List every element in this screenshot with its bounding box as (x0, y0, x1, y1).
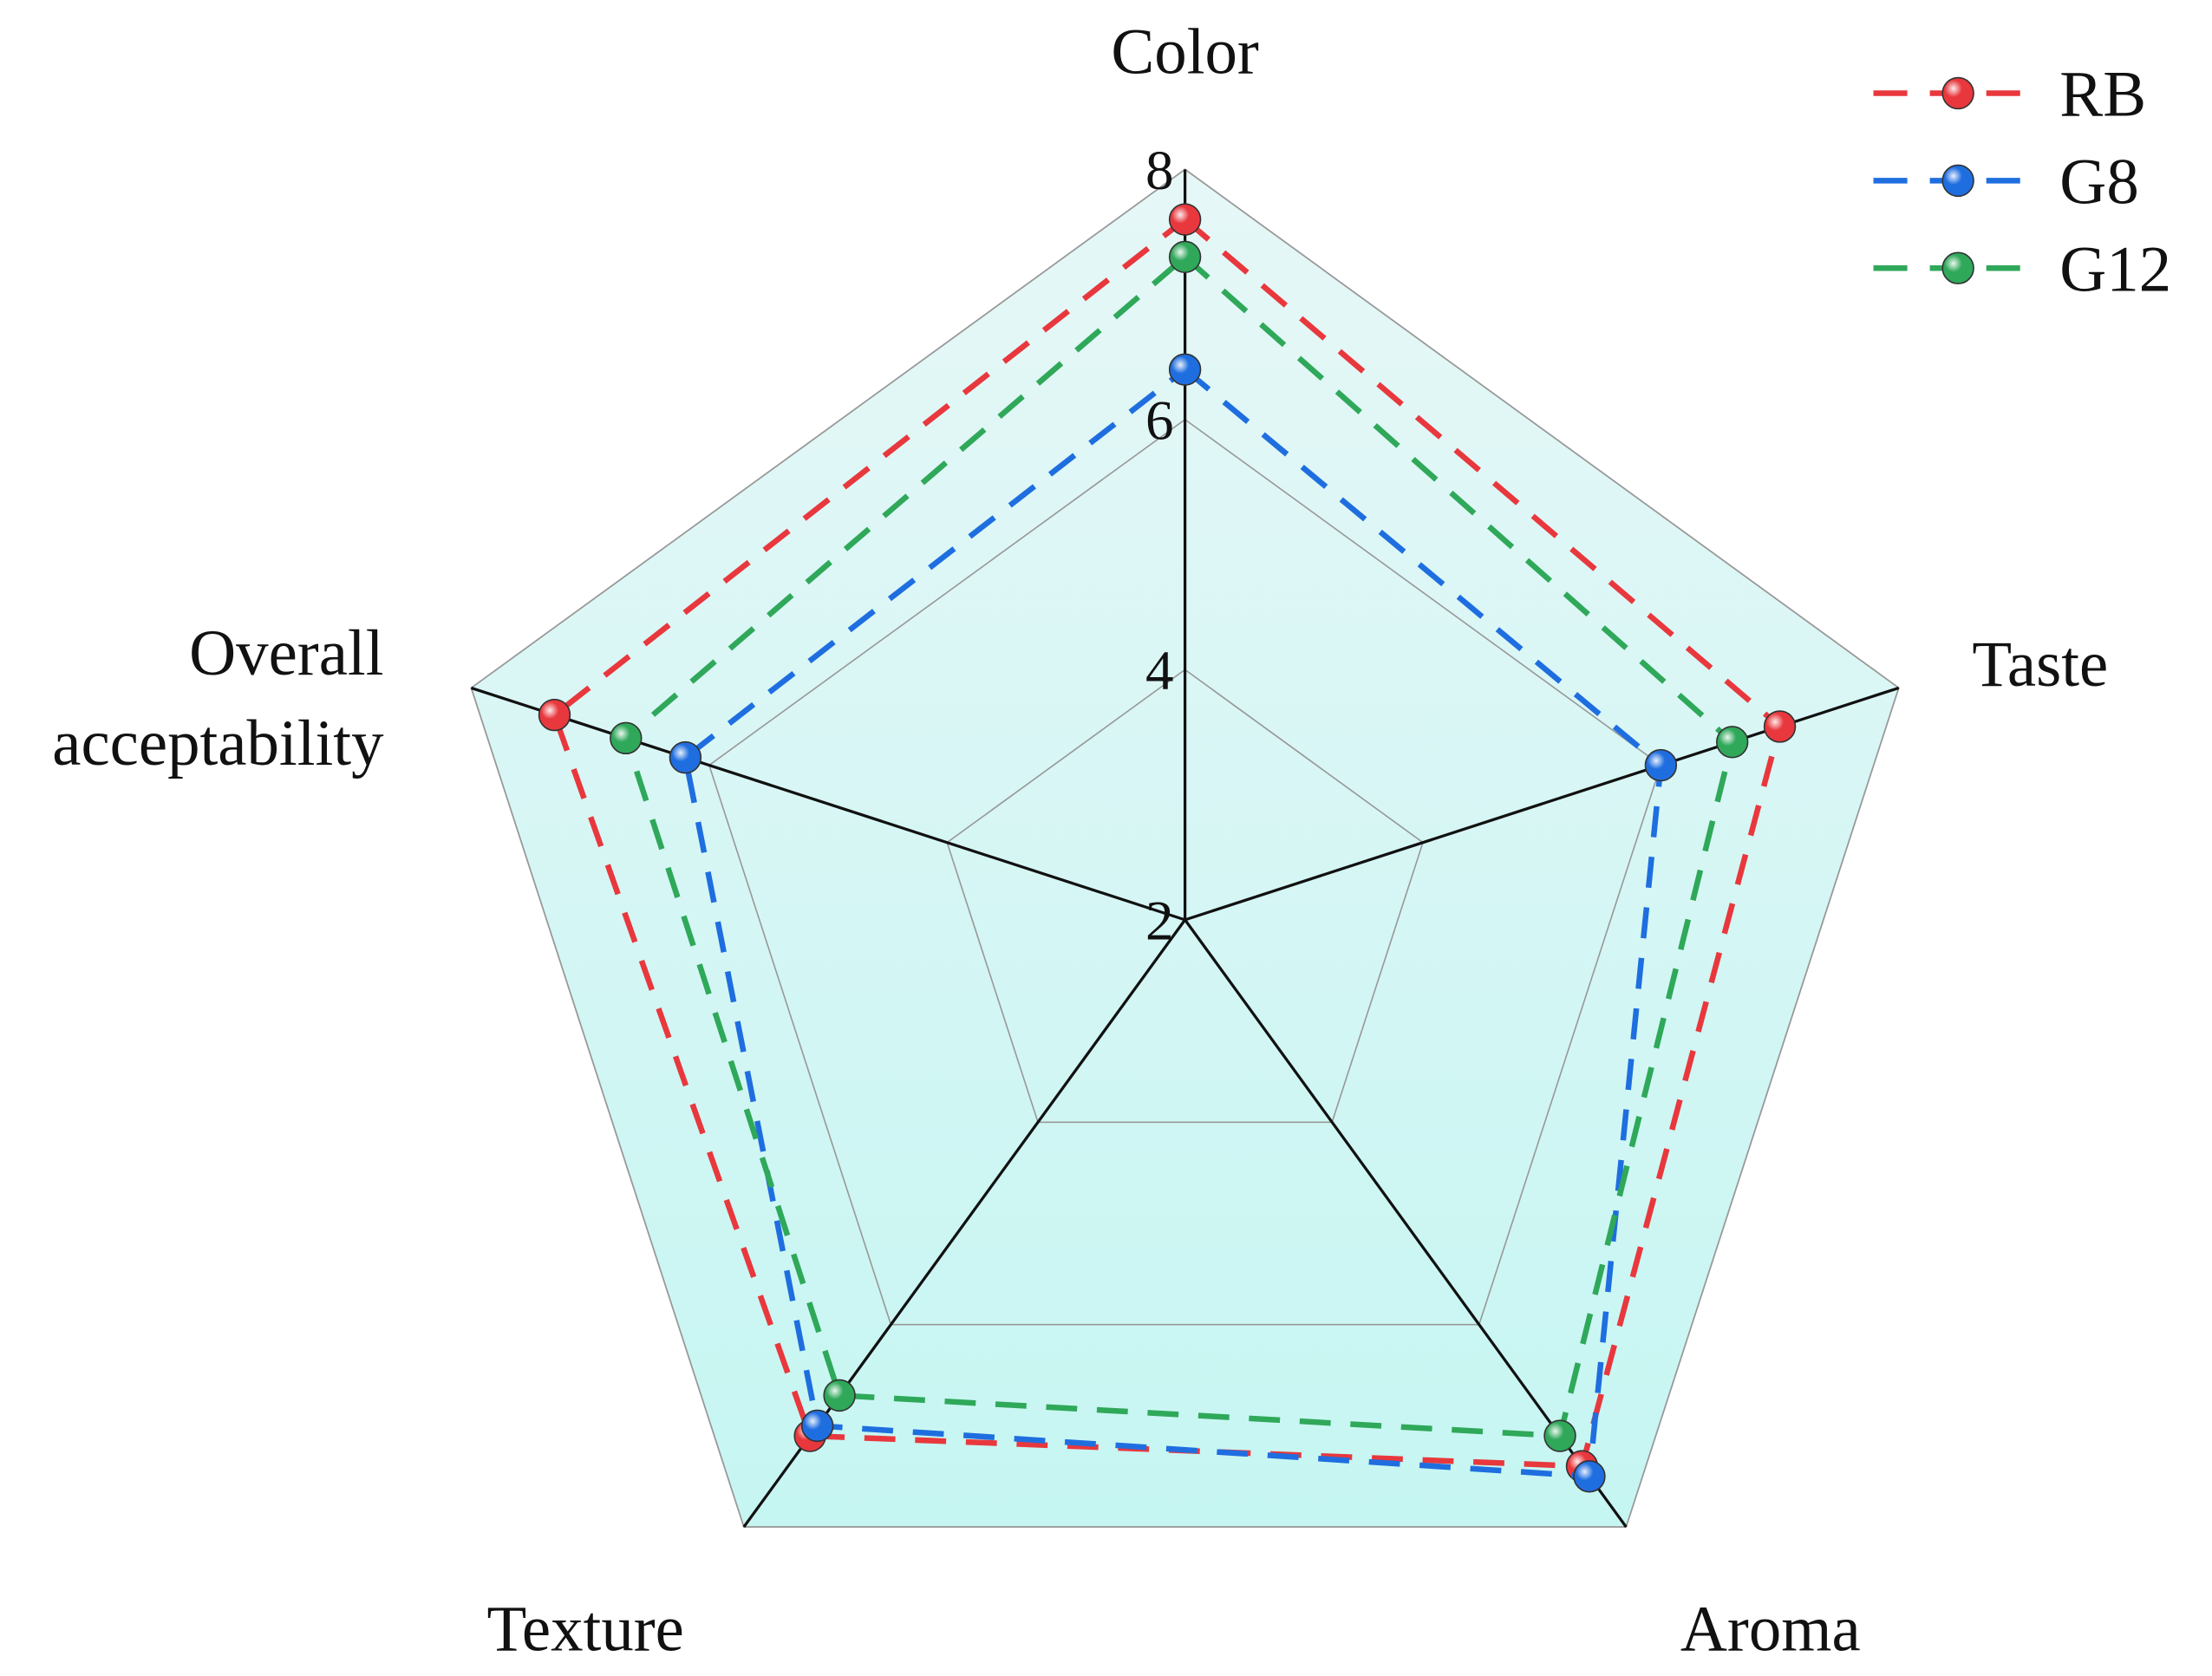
category-label: Texture (486, 1594, 683, 1666)
series-line (682, 365, 1664, 1480)
category-label: Overall acceptability (52, 617, 384, 779)
point-shine (669, 741, 701, 773)
point-shine (1574, 1460, 1605, 1492)
legend-label: G8 (2059, 146, 2138, 218)
point-shine (1716, 726, 1748, 758)
axis-spoke (470, 686, 1186, 922)
r-tick-label: 2 (1145, 890, 1174, 953)
point-shine (1645, 749, 1677, 781)
point-shine (538, 699, 571, 731)
point-shine (824, 1379, 855, 1412)
point-shine (1169, 241, 1201, 273)
category-label: Taste (1972, 629, 2108, 701)
point-shine (1544, 1420, 1576, 1451)
legend-label: RB (2059, 59, 2146, 131)
point-shine (801, 1410, 833, 1442)
r-tick-label: 4 (1145, 640, 1174, 702)
r-tick-label: 8 (1145, 140, 1174, 202)
r-tick-label: 6 (1145, 390, 1174, 453)
grid-ring (708, 418, 1662, 1326)
legend-label: G12 (2059, 233, 2171, 305)
legend-shine (1942, 77, 1974, 109)
point-shine (1764, 711, 1796, 742)
grid-ring (470, 168, 1900, 1528)
category-label: Aroma (1680, 1594, 1861, 1666)
grid-ring (946, 668, 1424, 1124)
point-shine (1169, 354, 1201, 386)
series-line (623, 253, 1736, 1439)
legend-shine (1942, 165, 1974, 197)
point-shine (1169, 204, 1201, 235)
point-shine (610, 722, 642, 754)
legend-shine (1942, 252, 1974, 284)
category-label: Color (1111, 16, 1259, 88)
